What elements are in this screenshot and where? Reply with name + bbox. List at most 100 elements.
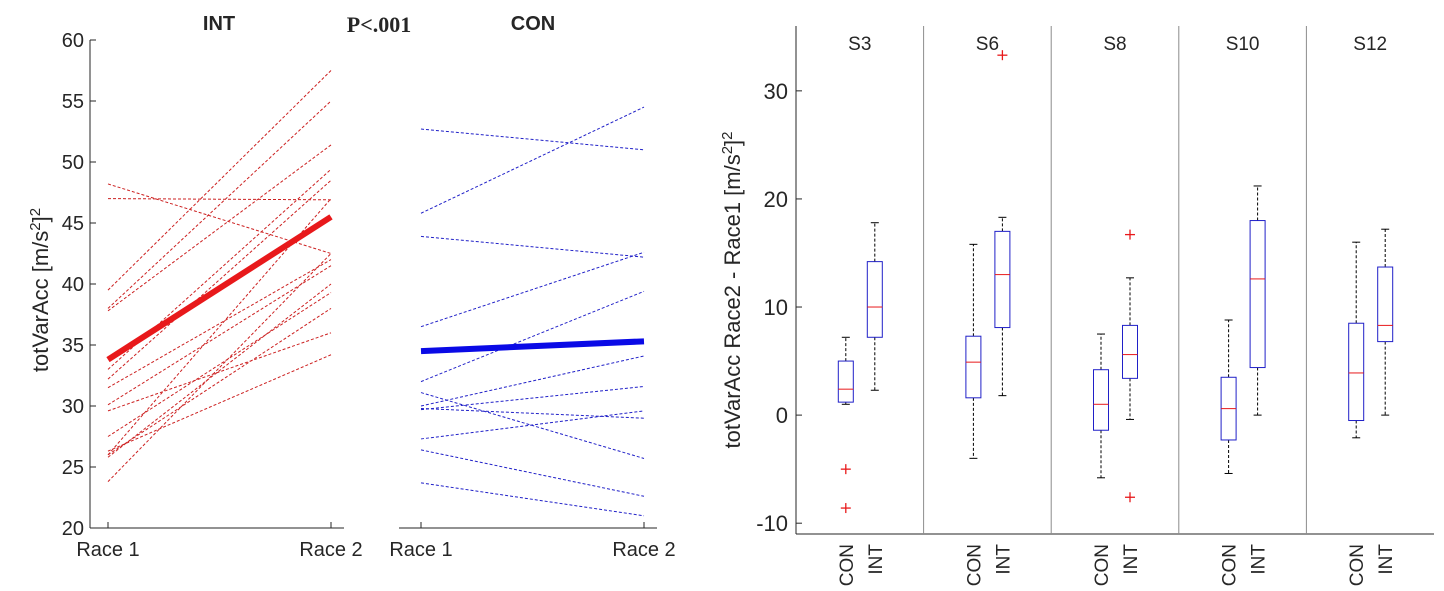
int-y-tick-label: 45	[62, 213, 84, 235]
box-iqr	[994, 230, 1011, 329]
outlier-marker	[840, 503, 851, 514]
box-s6-con	[965, 243, 982, 459]
int-y-tick-label: 35	[62, 335, 84, 357]
box-s3-int	[866, 222, 883, 391]
outlier-marker	[1125, 492, 1135, 503]
con-individual-line	[420, 392, 645, 459]
box-s6-int	[994, 50, 1011, 397]
axis-label-text-part: ]	[720, 140, 745, 146]
int-individual-line	[107, 354, 332, 452]
boxplot-group-s6: S6 CON INT	[964, 34, 1014, 586]
boxplot-y-tick-label: 20	[764, 187, 788, 212]
box-iqr	[1249, 220, 1266, 369]
con-individual-line	[420, 290, 645, 383]
int-y-tick-label: 50	[62, 152, 84, 174]
p-value-annotation: P<.001	[347, 12, 411, 37]
category-tick-label: CON	[964, 544, 985, 586]
boxplot-groups: S3 CON INT S6 CON INT S8 CON INT S10 CON INT S12 CON I…	[837, 34, 1397, 586]
con-individual-line	[420, 355, 645, 407]
int-individual-line	[107, 198, 332, 201]
int-y-tick-label: 20	[62, 518, 84, 540]
int-individual-line	[107, 100, 332, 309]
box-s8-int	[1122, 229, 1138, 503]
outlier-marker	[1125, 229, 1135, 240]
con-panel: CON Race 1 Race 2	[389, 13, 675, 561]
boxplot-y-tick-label: 30	[764, 79, 788, 104]
int-panel-title: INT	[203, 13, 235, 35]
boxplot-y-axis-label: totVarAcc Race2 - Race1 [m/s2]2	[719, 131, 746, 448]
boxplot-axes: -10 0 10 20 30	[756, 26, 1434, 536]
int-individual-line	[107, 265, 332, 406]
category-tick-label: CON	[1220, 544, 1241, 586]
box-s12-con	[1348, 241, 1365, 439]
int-individual-lines	[107, 70, 332, 482]
int-mean-line	[106, 214, 333, 363]
boxplot-panel: totVarAcc Race2 - Race1 [m/s2]2 -1001020…	[719, 26, 1434, 586]
int-axes: Race 1 Race 2 20 25 30 35 40 45 50 55 60	[62, 30, 363, 561]
axis-label-superscript: 2	[719, 131, 736, 139]
con-mean-line-group	[420, 338, 645, 355]
box-iqr	[965, 335, 982, 399]
boxplot-y-tick-label: -10	[756, 511, 788, 536]
con-individual-line	[420, 449, 645, 497]
category-tick-label: CON	[1092, 544, 1113, 586]
int-individual-line	[107, 179, 332, 380]
box-iqr	[1093, 369, 1109, 431]
axis-label-text-part: totVarAcc Race2 - Race1 [m/s	[720, 154, 745, 448]
con-individual-line	[420, 106, 645, 214]
category-tick-label: INT	[1376, 544, 1397, 575]
con-individual-lines	[420, 106, 645, 517]
int-individual-line	[107, 292, 332, 437]
group-label: S12	[1353, 34, 1387, 55]
box-iqr	[866, 261, 883, 338]
box-s10-int	[1249, 185, 1266, 416]
int-individual-line	[107, 307, 332, 456]
group-label: S8	[1103, 34, 1126, 55]
con-individual-line	[420, 407, 645, 419]
int-individual-line	[107, 70, 332, 291]
boxplot-y-tick-label: 10	[764, 295, 788, 320]
box-iqr	[1377, 266, 1394, 343]
boxplot-y-tick-label: 0	[776, 403, 788, 428]
axis-label-text-part: totVarAcc [m/s	[28, 231, 53, 372]
box-iqr	[837, 360, 854, 403]
con-x-tick-label: Race 2	[612, 539, 675, 561]
int-y-tick-label: 40	[62, 274, 84, 296]
boxplot-group-s12: S12 CON INT	[1347, 34, 1397, 586]
int-individual-line	[107, 183, 332, 254]
category-tick-label: CON	[837, 544, 858, 586]
int-individual-line	[107, 144, 332, 312]
con-individual-line	[420, 482, 645, 517]
axis-label-superscript: 2	[719, 146, 736, 154]
con-individual-line	[420, 410, 645, 440]
axis-label-superscript: 2	[27, 222, 44, 230]
con-panel-title: CON	[511, 13, 555, 35]
category-tick-label: CON	[1347, 544, 1368, 586]
group-label: S3	[848, 34, 871, 55]
con-mean-line	[420, 338, 645, 355]
boxplot-group-s3: S3 CON INT	[837, 34, 887, 586]
int-individual-line	[107, 283, 332, 458]
boxplot-group-s10: S10 CON INT	[1220, 34, 1270, 586]
int-individual-line	[107, 332, 332, 412]
axis-label-superscript: 2	[27, 208, 44, 216]
int-x-tick-label: Race 2	[299, 539, 362, 561]
category-tick-label: INT	[1249, 544, 1270, 575]
int-mean-line-group	[106, 214, 333, 363]
box-s8-con	[1093, 333, 1109, 479]
int-individual-line	[107, 198, 332, 456]
outlier-marker	[840, 464, 851, 475]
int-x-tick-label: Race 1	[76, 539, 139, 561]
int-y-tick-label: 55	[62, 91, 84, 113]
box-s12-int	[1377, 228, 1394, 416]
int-individual-line	[107, 253, 332, 482]
int-y-axis-label: totVarAcc [m/s2]2	[27, 208, 54, 372]
boxplot-group-s8: S8 CON INT	[1092, 34, 1142, 586]
group-label: S10	[1226, 34, 1260, 55]
int-y-tick-label: 60	[62, 30, 84, 52]
category-tick-label: INT	[866, 544, 887, 575]
category-tick-label: INT	[1121, 544, 1142, 575]
axis-label-text-part: ]	[28, 216, 53, 222]
con-individual-line	[420, 385, 645, 411]
